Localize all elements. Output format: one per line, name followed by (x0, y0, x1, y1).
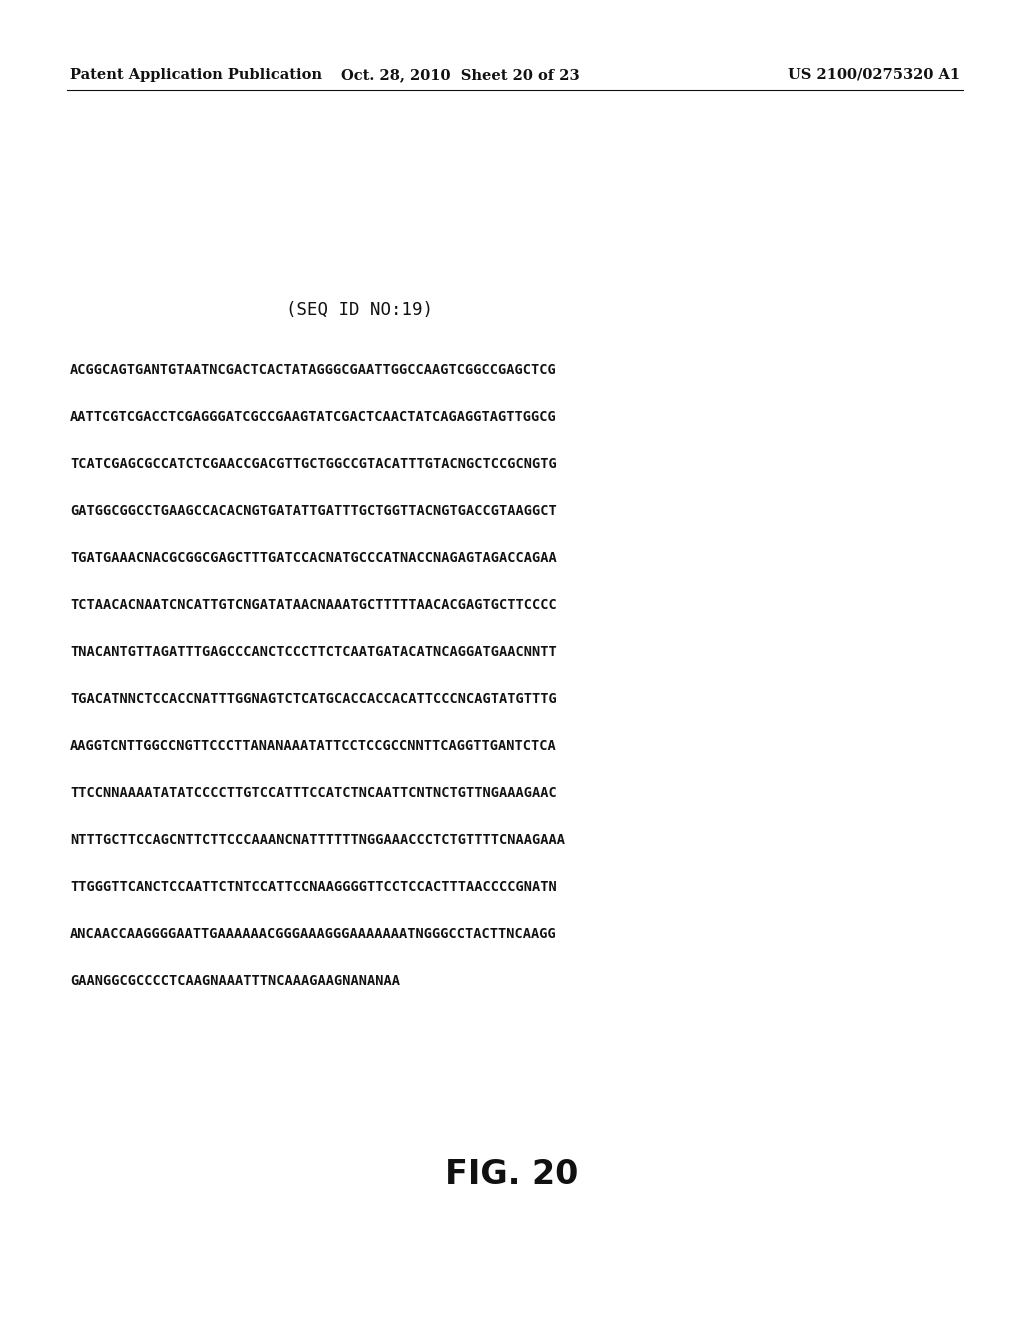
Text: TGATGAAACNACGCGGCGAGCTTTGATCCACNATGCCCATNACCNAGAGTAGACCAGAA: TGATGAAACNACGCGGCGAGCTTTGATCCACNATGCCCAT… (70, 550, 557, 565)
Text: TTCCNNAAAATATATCCCCTTGTCCATTTCCATCTNCAATTCNTNCTGTTNGAAAGAAC: TTCCNNAAAATATATCCCCTTGTCCATTTCCATCTNCAAT… (70, 785, 557, 800)
Text: TTGGGTTCANCTCCAATTCTNTCCATTCCNAAGGGGTTCCTCCACTTTAACCCCGNATN: TTGGGTTCANCTCCAATTCTNTCCATTCCNAAGGGGTTCC… (70, 880, 557, 894)
Text: ACGGCAGTGANTGTAATNCGACTCACTATAGGGCGAATTGGCCAAGTCGGCCGAGCTCG: ACGGCAGTGANTGTAATNCGACTCACTATAGGGCGAATTG… (70, 363, 557, 378)
Text: TCTAACACNAATCNCATTGTCNGATATAACNAAATGCTTTTTAACACGAGTGCTTCCCC: TCTAACACNAATCNCATTGTCNGATATAACNAAATGCTTT… (70, 598, 557, 612)
Text: GATGGCGGCCTGAAGCCACACNGTGATATTGATTTGCTGGTTACNGTGACCGTAAGGCT: GATGGCGGCCTGAAGCCACACNGTGATATTGATTTGCTGG… (70, 504, 557, 517)
Text: ANCAACCAAGGGGAATTGAAAAAACGGGAAAGGGAAAAAAATNGGGCCTACTTNCAAGG: ANCAACCAAGGGGAATTGAAAAAACGGGAAAGGGAAAAAA… (70, 927, 557, 941)
Text: TGACATNNCTCCACCNATTTGGNAGTCTCATGCACCACCACATTCCCNCAGTATGTTTG: TGACATNNCTCCACCNATTTGGNAGTCTCATGCACCACCA… (70, 692, 557, 706)
Text: AAGGTCNTTGGCCNGTTCCCTTANANAAATATTCCTCCGCCNNTTCAGGTTGANTCTCA: AAGGTCNTTGGCCNGTTCCCTTANANAAATATTCCTCCGC… (70, 739, 557, 752)
Text: Oct. 28, 2010  Sheet 20 of 23: Oct. 28, 2010 Sheet 20 of 23 (341, 69, 580, 82)
Text: (SEQ ID NO:19): (SEQ ID NO:19) (287, 301, 433, 319)
Text: GAANGGCGCCCCTCAAGNAAATTTNCAAAGAAGNANANAA: GAANGGCGCCCCTCAAGNAAATTTNCAAAGAAGNANANAA (70, 974, 400, 987)
Text: AATTCGTCGACCTCGAGGGATCGCCGAAGTATCGACTCAACTATCAGAGGTAGTTGGCG: AATTCGTCGACCTCGAGGGATCGCCGAAGTATCGACTCAA… (70, 411, 557, 424)
Text: TNACANTGTTAGATTTGAGCCCANCTCCCTTCTCAATGATACATNCAGGATGAACNNTT: TNACANTGTTAGATTTGAGCCCANCTCCCTTCTCAATGAT… (70, 645, 557, 659)
Text: Patent Application Publication: Patent Application Publication (70, 69, 322, 82)
Text: NTTTGCTTCCAGCNTTCTTCCCAAANCNATTTTTTNGGAAACCCTCTGTTTTCNAAGAAA: NTTTGCTTCCAGCNTTCTTCCCAAANCNATTTTTTNGGAA… (70, 833, 565, 847)
Text: FIG. 20: FIG. 20 (445, 1159, 579, 1192)
Text: TCATCGAGCGCCATCTCGAACCGACGTTGCTGGCCGTACATTTGTACNGCTCCGCNGTG: TCATCGAGCGCCATCTCGAACCGACGTTGCTGGCCGTACA… (70, 457, 557, 471)
Text: US 2100/0275320 A1: US 2100/0275320 A1 (787, 69, 961, 82)
